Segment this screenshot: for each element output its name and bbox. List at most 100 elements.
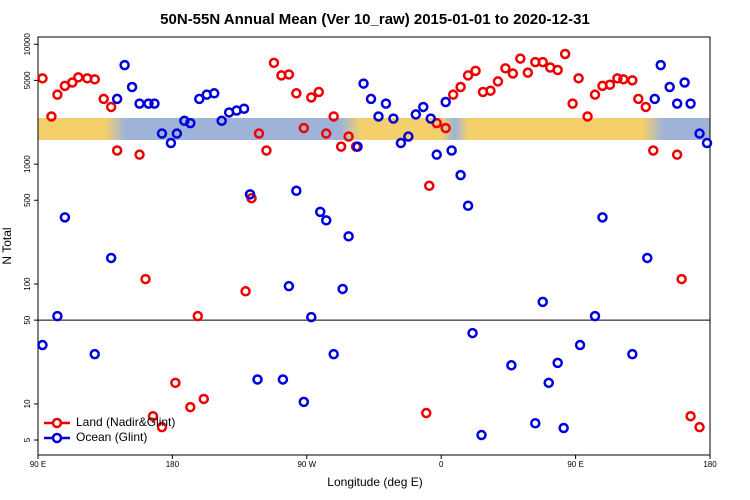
point bbox=[424, 180, 435, 192]
point bbox=[320, 215, 332, 226]
point bbox=[462, 70, 474, 81]
point bbox=[73, 72, 84, 83]
point bbox=[111, 93, 123, 105]
point bbox=[679, 77, 690, 88]
y-tick-label: 10 bbox=[23, 399, 32, 408]
point bbox=[253, 128, 265, 139]
point bbox=[455, 81, 466, 93]
point bbox=[194, 93, 205, 105]
point bbox=[676, 273, 687, 285]
point bbox=[52, 89, 63, 100]
x-tick-label: 180 bbox=[703, 460, 717, 469]
point bbox=[335, 141, 347, 152]
point bbox=[89, 74, 100, 85]
point bbox=[537, 56, 548, 68]
point bbox=[589, 89, 601, 100]
point bbox=[612, 73, 623, 84]
point bbox=[446, 145, 457, 156]
point bbox=[618, 74, 629, 85]
point bbox=[365, 93, 377, 105]
point bbox=[567, 98, 578, 109]
point bbox=[380, 98, 392, 109]
point bbox=[291, 185, 302, 197]
point bbox=[277, 374, 289, 385]
point bbox=[216, 115, 227, 127]
point bbox=[238, 103, 250, 114]
point bbox=[440, 122, 451, 134]
point bbox=[143, 98, 154, 109]
point bbox=[589, 310, 601, 322]
point bbox=[314, 206, 326, 218]
point bbox=[552, 357, 563, 369]
point bbox=[627, 75, 638, 86]
point bbox=[170, 377, 181, 389]
point bbox=[171, 128, 183, 139]
legend-label: Land (Nadir&Glint) bbox=[76, 415, 175, 429]
point bbox=[165, 137, 177, 149]
point bbox=[574, 339, 586, 351]
point bbox=[185, 401, 196, 413]
y-tick-label: 5 bbox=[23, 437, 32, 442]
point bbox=[134, 149, 145, 160]
point bbox=[671, 149, 683, 160]
point bbox=[373, 111, 384, 122]
point bbox=[418, 101, 429, 113]
point bbox=[98, 93, 109, 105]
point bbox=[105, 252, 117, 264]
point bbox=[440, 96, 451, 108]
point bbox=[640, 101, 652, 113]
point bbox=[507, 68, 519, 79]
point bbox=[306, 92, 317, 103]
point bbox=[105, 101, 117, 113]
point bbox=[261, 145, 272, 156]
point bbox=[537, 296, 548, 308]
point bbox=[37, 339, 48, 351]
point bbox=[558, 422, 569, 434]
point bbox=[37, 73, 48, 84]
point bbox=[140, 273, 151, 285]
y-tick-label: 10000 bbox=[23, 33, 32, 56]
point bbox=[320, 128, 332, 139]
point bbox=[192, 310, 204, 322]
point bbox=[467, 327, 478, 339]
point bbox=[208, 88, 220, 99]
point bbox=[530, 418, 541, 429]
point bbox=[492, 76, 504, 87]
point bbox=[431, 149, 442, 160]
y-tick-label: 100 bbox=[23, 277, 32, 291]
point bbox=[244, 189, 256, 200]
point bbox=[455, 169, 466, 181]
point bbox=[134, 98, 145, 109]
point bbox=[388, 113, 399, 124]
point bbox=[506, 360, 517, 371]
x-tick-label: 90 E bbox=[30, 460, 46, 469]
point bbox=[185, 117, 196, 129]
point bbox=[111, 145, 123, 156]
point bbox=[46, 111, 57, 122]
point bbox=[328, 111, 339, 122]
y-tick-label: 5000 bbox=[23, 71, 32, 89]
point bbox=[604, 79, 616, 90]
point bbox=[149, 98, 160, 109]
point bbox=[343, 231, 354, 242]
point bbox=[552, 64, 563, 76]
x-tick-label: 90 W bbox=[297, 460, 316, 469]
point bbox=[421, 407, 432, 419]
point bbox=[694, 128, 705, 139]
point bbox=[119, 59, 130, 71]
point bbox=[59, 212, 71, 223]
point bbox=[425, 113, 436, 124]
map-strip bbox=[38, 118, 710, 140]
point bbox=[67, 77, 78, 88]
y-tick-label: 1000 bbox=[23, 155, 32, 173]
point bbox=[543, 377, 554, 389]
point bbox=[642, 252, 653, 264]
x-tick-label: 180 bbox=[166, 460, 180, 469]
legend-marker bbox=[51, 432, 63, 444]
point bbox=[147, 410, 159, 422]
point bbox=[648, 145, 659, 156]
point bbox=[522, 67, 534, 78]
y-axis-label: N Total bbox=[0, 227, 14, 264]
point bbox=[515, 53, 526, 64]
